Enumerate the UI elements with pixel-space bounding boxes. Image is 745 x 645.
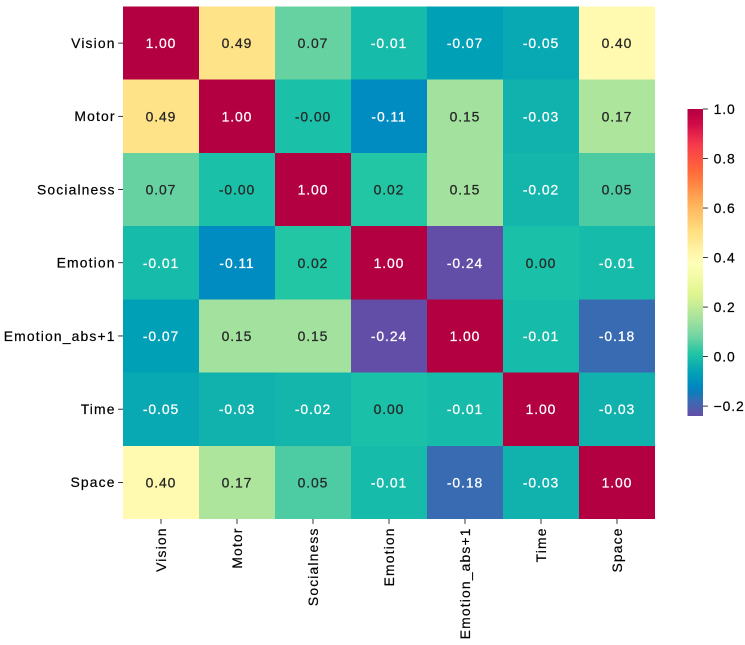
svg-text:0.4: 0.4	[714, 249, 736, 265]
svg-text:-0.24: -0.24	[447, 255, 483, 271]
svg-text:Space: Space	[609, 527, 625, 572]
svg-text:0.15: 0.15	[222, 328, 253, 344]
svg-text:Vision: Vision	[153, 527, 169, 571]
svg-text:-0.24: -0.24	[371, 328, 407, 344]
svg-text:-0.02: -0.02	[523, 182, 559, 198]
svg-text:0.8: 0.8	[714, 150, 736, 166]
svg-text:0.05: 0.05	[298, 474, 329, 490]
svg-text:0.15: 0.15	[450, 108, 481, 124]
svg-text:0.07: 0.07	[298, 35, 329, 51]
svg-text:0.0: 0.0	[714, 348, 736, 364]
svg-text:Emotion: Emotion	[381, 527, 397, 586]
svg-text:-0.01: -0.01	[371, 474, 407, 490]
svg-text:-0.03: -0.03	[599, 401, 635, 417]
svg-text:Motor: Motor	[74, 108, 115, 124]
svg-text:0.2: 0.2	[714, 299, 736, 315]
svg-text:Vision: Vision	[71, 35, 115, 51]
svg-text:-0.02: -0.02	[295, 401, 331, 417]
svg-text:0.07: 0.07	[146, 182, 177, 198]
svg-text:-0.11: -0.11	[371, 108, 406, 124]
svg-text:Motor: Motor	[229, 527, 245, 568]
svg-text:-0.05: -0.05	[143, 401, 179, 417]
svg-text:1.00: 1.00	[602, 474, 633, 490]
svg-text:-0.18: -0.18	[599, 328, 635, 344]
svg-text:-0.01: -0.01	[599, 255, 635, 271]
svg-text:-0.00: -0.00	[219, 182, 255, 198]
svg-text:Time: Time	[533, 527, 549, 562]
svg-text:Emotion_abs+1: Emotion_abs+1	[457, 527, 473, 639]
svg-text:0.49: 0.49	[146, 108, 177, 124]
svg-text:0.15: 0.15	[450, 182, 481, 198]
svg-text:1.00: 1.00	[222, 108, 253, 124]
svg-text:1.00: 1.00	[450, 328, 481, 344]
svg-text:0.17: 0.17	[222, 474, 253, 490]
svg-text:0.15: 0.15	[298, 328, 329, 344]
svg-text:-0.01: -0.01	[447, 401, 483, 417]
svg-text:1.00: 1.00	[374, 255, 405, 271]
svg-text:-0.00: -0.00	[295, 108, 331, 124]
svg-text:0.17: 0.17	[602, 108, 633, 124]
svg-text:0.49: 0.49	[222, 35, 253, 51]
svg-text:−0.2: −0.2	[714, 398, 745, 414]
svg-text:-0.11: -0.11	[219, 255, 254, 271]
svg-text:-0.01: -0.01	[523, 328, 559, 344]
svg-text:0.40: 0.40	[602, 35, 633, 51]
svg-text:-0.07: -0.07	[143, 328, 179, 344]
svg-text:Socialness: Socialness	[37, 181, 116, 197]
svg-text:-0.03: -0.03	[523, 108, 559, 124]
svg-text:Socialness: Socialness	[305, 527, 321, 606]
svg-text:Time: Time	[81, 401, 116, 417]
svg-text:1.00: 1.00	[526, 401, 557, 417]
svg-text:1.0: 1.0	[714, 101, 736, 117]
svg-text:0.6: 0.6	[714, 200, 736, 216]
svg-text:1.00: 1.00	[298, 182, 329, 198]
svg-text:-0.01: -0.01	[143, 255, 179, 271]
svg-text:0.05: 0.05	[602, 182, 633, 198]
svg-text:0.02: 0.02	[298, 255, 329, 271]
svg-text:-0.03: -0.03	[523, 474, 559, 490]
svg-text:0.40: 0.40	[146, 474, 177, 490]
svg-text:0.00: 0.00	[374, 401, 405, 417]
svg-text:-0.03: -0.03	[219, 401, 255, 417]
svg-text:-0.07: -0.07	[447, 35, 483, 51]
svg-text:0.00: 0.00	[526, 255, 557, 271]
svg-text:-0.05: -0.05	[523, 35, 559, 51]
svg-text:1.00: 1.00	[146, 35, 177, 51]
svg-text:Space: Space	[71, 474, 116, 490]
svg-text:-0.01: -0.01	[371, 35, 407, 51]
svg-text:0.02: 0.02	[374, 182, 405, 198]
svg-text:Emotion: Emotion	[57, 255, 116, 271]
svg-text:-0.18: -0.18	[447, 474, 483, 490]
svg-text:Emotion_abs+1: Emotion_abs+1	[4, 328, 116, 344]
